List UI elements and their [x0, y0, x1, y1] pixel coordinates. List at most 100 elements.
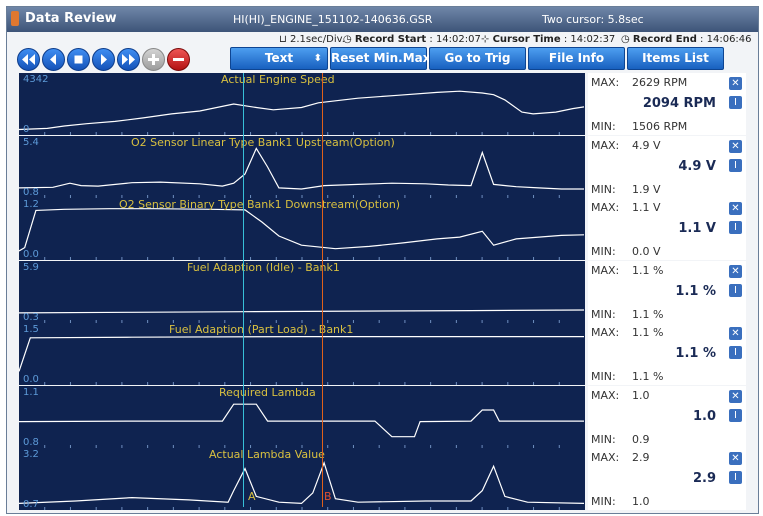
min-value: 1.1 %	[632, 370, 664, 383]
trace-plot	[19, 403, 584, 448]
signal-trace	[19, 208, 585, 252]
channel-graph[interactable]: 3.2 0.7 Actual Lambda Value	[19, 448, 585, 510]
min-label: MIN:	[591, 120, 616, 133]
y-axis-max: 1.2	[23, 199, 39, 210]
scale-icon[interactable]: I	[729, 158, 742, 172]
channel-graph[interactable]: 1.5 0.0 Fuel Adaption (Part Load) - Bank1	[19, 323, 585, 385]
channel-value-panel: MAX: 1.1 V 1.1 V MIN: 0.0 V ✕ I	[588, 198, 746, 260]
stop-icon[interactable]	[67, 48, 90, 71]
trace-plot	[19, 146, 584, 198]
channel-title: O2 Sensor Linear Type Bank1 Upstream(Opt…	[131, 135, 395, 149]
close-icon[interactable]: ✕	[729, 389, 742, 403]
app-icon	[11, 11, 19, 26]
channel-title: O2 Sensor Binary Type Bank1 Downstream(O…	[119, 198, 401, 211]
y-axis-min: 0.8	[23, 186, 39, 198]
y-axis-max: 4342	[23, 74, 49, 85]
record-start: ◷ Record Start : 14:02:07	[343, 34, 481, 45]
current-value: 1.1 %	[675, 346, 716, 361]
min-value: 1506 RPM	[632, 120, 688, 133]
zoom-out-icon[interactable]	[167, 48, 190, 71]
scale-icon[interactable]: I	[729, 346, 742, 359]
close-icon[interactable]: ✕	[729, 139, 742, 153]
max-label: MAX:	[591, 138, 620, 152]
max-label: MAX:	[591, 263, 620, 277]
file-info-button[interactable]: File Info	[528, 47, 625, 70]
file-name: HI(HI)_ENGINE_151102-140636.GSR	[233, 13, 433, 26]
signal-trace	[19, 308, 585, 313]
y-axis-min: 0	[23, 124, 30, 135]
close-icon[interactable]: ✕	[729, 452, 742, 465]
min-label: MIN:	[591, 307, 616, 321]
channel-graph[interactable]: 5.4 0.8 O2 Sensor Linear Type Bank1 Upstre…	[19, 135, 585, 198]
channel-value-panel: MAX: 2629 RPM 2094 RPM MIN: 1506 RPM ✕ I	[588, 73, 746, 135]
max-value: 1.1 %	[632, 263, 664, 277]
scale-icon[interactable]: I	[729, 283, 742, 297]
current-value: 1.1 %	[675, 283, 716, 299]
cursor-interval: Two cursor: 5.8sec	[542, 13, 644, 26]
current-value: 1.0	[692, 408, 716, 424]
min-value: 0.0 V	[632, 245, 661, 258]
scale-icon[interactable]: I	[729, 96, 742, 109]
current-value: 1.1 V	[678, 221, 716, 236]
y-axis-max: 1.5	[23, 324, 39, 335]
toolbar: Text ⬍ Reset Min.Max Go to Trig File Info…	[7, 47, 758, 71]
signal-trace	[19, 403, 584, 437]
min-value: 1.1 %	[632, 307, 664, 321]
channel-graph[interactable]: 1.1 0.8 Required Lambda	[19, 385, 585, 448]
max-value: 1.1 V	[632, 201, 661, 214]
y-axis-min: 0.0	[23, 374, 39, 385]
close-icon[interactable]: ✕	[729, 202, 742, 215]
reset-min-max-button[interactable]: Reset Min.Max	[330, 47, 431, 70]
cursor-time: ⊹ Cursor Time : 14:02:37	[481, 34, 616, 45]
y-axis-min: 0.0	[23, 249, 39, 260]
channel-title: Fuel Adaption (Part Load) - Bank1	[169, 323, 354, 336]
trace-plot	[19, 90, 585, 135]
channel-graph[interactable]: 5.9 0.3 Fuel Adaption (Idle) - Bank1	[19, 260, 585, 323]
max-label: MAX:	[591, 201, 620, 214]
channel-title: Fuel Adaption (Idle) - Bank1	[187, 260, 340, 274]
trace-plot	[19, 336, 584, 385]
step-forward-icon[interactable]	[92, 48, 115, 71]
min-label: MIN:	[591, 495, 616, 508]
min-value: 1.9 V	[632, 182, 661, 196]
time-per-div: ⊔ 2.1sec/Div.	[279, 34, 345, 45]
min-label: MIN:	[591, 245, 616, 258]
go-to-trig-button[interactable]: Go to Trig	[429, 47, 526, 70]
channel-value-panel: MAX: 1.1 % 1.1 % MIN: 1.1 % ✕ I	[588, 260, 746, 323]
channel-value-panel: MAX: 4.9 V 4.9 V MIN: 1.9 V ✕ I	[588, 135, 746, 198]
channel-graph[interactable]: 1.2 0.0 O2 Sensor Binary Type Bank1 Downst…	[19, 198, 585, 260]
items-list-button[interactable]: Items List	[627, 47, 724, 70]
fast-forward-icon[interactable]	[117, 48, 140, 71]
channel-title: Actual Engine Speed	[221, 73, 335, 86]
current-value: 2094 RPM	[642, 96, 716, 111]
updown-icon: ⬍	[313, 53, 322, 64]
scale-icon[interactable]: I	[729, 221, 742, 234]
channel-value-panel: MAX: 2.9 2.9 MIN: 1.0 ✕ I	[588, 448, 746, 510]
channel-value-panel: MAX: 1.0 1.0 MIN: 0.9 ✕ I	[588, 385, 746, 448]
record-end: ◷ Record End : 14:06:46	[621, 34, 752, 45]
max-label: MAX:	[591, 76, 620, 89]
close-icon[interactable]: ✕	[729, 327, 742, 340]
text-dropdown[interactable]: Text ⬍	[230, 47, 328, 70]
close-icon[interactable]: ✕	[729, 264, 742, 278]
signal-trace	[19, 336, 584, 372]
y-axis-max: 1.1	[23, 386, 39, 398]
scale-icon[interactable]: I	[729, 408, 742, 422]
min-label: MIN:	[591, 182, 616, 196]
signal-trace	[19, 146, 584, 190]
channel-graph[interactable]: 4342 0 Actual Engine Speed	[19, 73, 585, 135]
trace-plot	[19, 208, 585, 260]
rewind-icon[interactable]	[17, 48, 40, 71]
y-axis-max: 3.2	[23, 449, 39, 460]
close-icon[interactable]: ✕	[729, 77, 742, 90]
min-value: 1.0	[632, 495, 650, 508]
record-info-bar: ⊔ 2.1sec/Div. ◷ Record Start : 14:02:07 …	[7, 33, 758, 47]
scale-icon[interactable]: I	[729, 471, 742, 484]
channel-value-panel: MAX: 1.1 % 1.1 % MIN: 1.1 % ✕ I	[588, 323, 746, 385]
zoom-in-icon[interactable]	[142, 48, 165, 71]
title-bar: Data Review HI(HI)_ENGINE_151102-140636.…	[7, 7, 758, 32]
max-value: 1.0	[632, 388, 650, 402]
trace-plot	[19, 460, 585, 510]
y-axis-max: 5.4	[23, 136, 39, 148]
step-back-icon[interactable]	[42, 48, 65, 71]
